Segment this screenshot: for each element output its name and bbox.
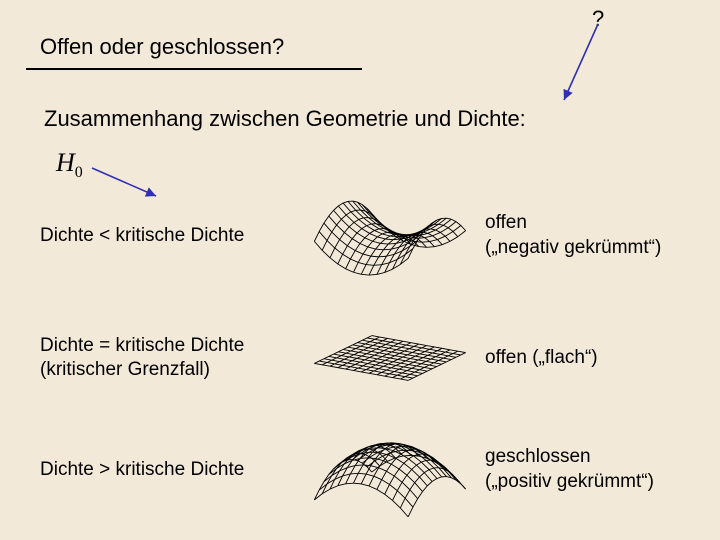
surface-cell [295, 308, 485, 408]
result-line1: offen („flach“) [485, 347, 598, 368]
hubble-constant-symbol: H0 [56, 148, 83, 182]
dome-surface-icon [305, 420, 475, 520]
subheading: Zusammenhang zwischen Geometrie und Dich… [44, 106, 526, 132]
title-underline [26, 68, 362, 70]
case-row-closed-positive: Dichte > kritische Dichte geschlossen („… [40, 420, 700, 520]
page-title: Offen oder geschlossen? [40, 34, 284, 60]
result-label: offen („flach“) [485, 346, 700, 371]
result-line1: geschlossen [485, 446, 591, 467]
condition-label: Dichte > kritische Dichte [40, 458, 295, 482]
slide: Offen oder geschlossen? ? Zusammenhang z… [0, 0, 720, 540]
saddle-surface-icon [305, 186, 475, 286]
case-row-open-negative: Dichte < kritische Dichte offen („negati… [40, 186, 700, 286]
result-label: offen („negativ gekrümmt“) [485, 211, 700, 260]
question-mark: ? [592, 6, 604, 32]
condition-label: Dichte = kritische Dichte (kritischer Gr… [40, 334, 295, 382]
result-line2: („negativ gekrümmt“) [485, 237, 661, 258]
surface-cell [295, 420, 485, 520]
flat-surface-icon [305, 308, 475, 408]
h0-subscript: 0 [75, 164, 83, 181]
condition-label: Dichte < kritische Dichte [40, 224, 295, 248]
result-line2: („positiv gekrümmt“) [485, 471, 654, 492]
h0-letter: H [56, 148, 75, 177]
result-label: geschlossen („positiv gekrümmt“) [485, 445, 700, 494]
condition-line1: Dichte = kritische Dichte [40, 335, 244, 356]
case-row-flat: Dichte = kritische Dichte (kritischer Gr… [40, 308, 700, 408]
surface-cell [295, 186, 485, 286]
condition-line2: (kritischer Grenzfall) [40, 359, 210, 380]
result-line1: offen [485, 212, 527, 233]
